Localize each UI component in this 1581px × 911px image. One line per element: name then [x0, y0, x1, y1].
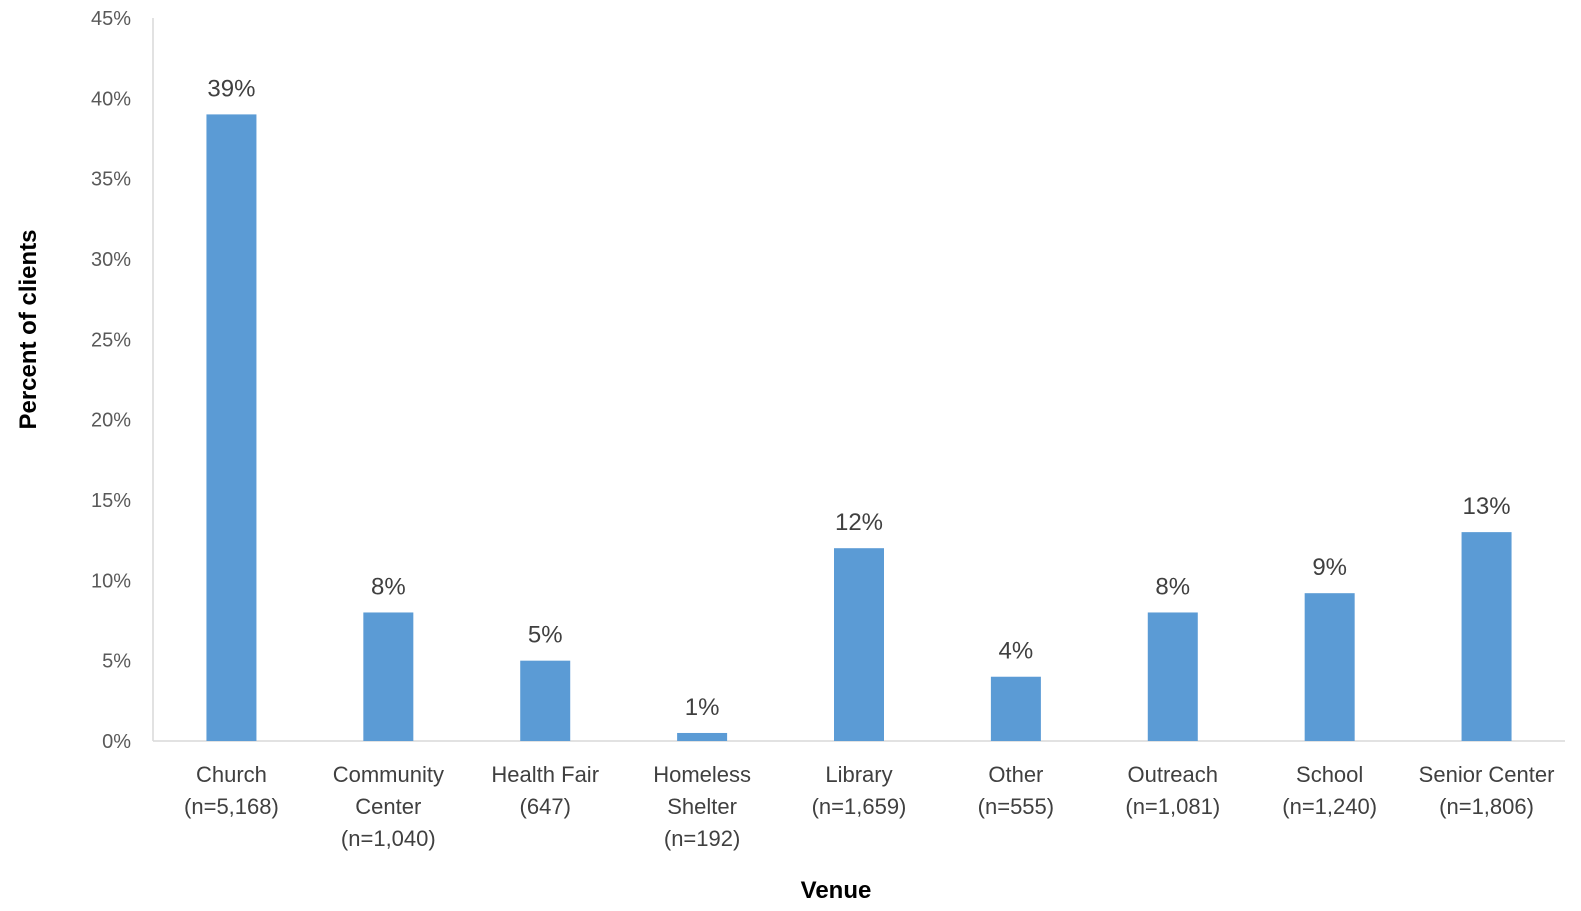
x-tick-label-line: (647)	[520, 794, 571, 819]
data-label: 8%	[371, 573, 406, 600]
x-tick-label-line: (n=5,168)	[184, 794, 279, 819]
y-tick-label: 45%	[91, 8, 131, 30]
x-tick-label: Homeless Shelter (n=192)	[653, 762, 751, 851]
bar	[677, 732, 728, 741]
y-tick-label: 40%	[91, 88, 131, 110]
data-label: 4%	[999, 638, 1034, 665]
bar	[1147, 612, 1198, 741]
y-tick-label: 35%	[91, 169, 131, 191]
bars-group	[206, 114, 1512, 741]
bar	[363, 612, 414, 741]
x-tick-label: School (n=1,240)	[1282, 762, 1377, 819]
bar	[206, 114, 257, 741]
x-tick-label-line: Outreach	[1128, 762, 1219, 787]
x-tick-label-line: Health Fair	[491, 762, 599, 787]
x-tick-label-line: Center	[355, 794, 421, 819]
bar	[520, 660, 571, 741]
x-tick-label-line: Homeless	[653, 762, 751, 787]
bar	[1304, 593, 1355, 741]
bar	[1461, 532, 1512, 741]
data-label: 9%	[1312, 554, 1347, 581]
y-tick-label: 30%	[91, 249, 131, 271]
data-label: 13%	[1463, 493, 1511, 520]
x-tick-label-line: (n=1,081)	[1125, 794, 1220, 819]
x-tick-label-line: School	[1296, 762, 1363, 787]
category-labels-group: Church (n=5,168) Community Center (n=1,040) H…	[184, 762, 1554, 851]
data-label: 8%	[1155, 573, 1190, 600]
y-tick-label: 10%	[91, 570, 131, 592]
x-axis-title: Venue	[801, 877, 872, 904]
data-label: 12%	[835, 509, 883, 536]
data-label: 1%	[685, 694, 720, 721]
x-tick-label-line: Senior Center	[1419, 762, 1555, 787]
data-label: 5%	[528, 622, 563, 649]
x-tick-label-line: Community	[333, 762, 444, 787]
y-tick-label: 5%	[102, 651, 131, 673]
x-tick-label-line: Library	[825, 762, 892, 787]
x-tick-label-line: (n=1,240)	[1282, 794, 1377, 819]
x-tick-label-line: (n=1,806)	[1439, 794, 1534, 819]
x-tick-label-line: (n=1,659)	[812, 794, 907, 819]
x-tick-label: Library (n=1,659)	[812, 762, 907, 819]
x-tick-label-line: Church	[196, 762, 267, 787]
data-labels-group: 39% 8% 5% 1% 12% 4% 8% 9% 13%	[207, 75, 1510, 721]
x-tick-label: Outreach (n=1,081)	[1125, 762, 1220, 819]
x-tick-label: Church (n=5,168)	[184, 762, 279, 819]
x-tick-label: Community Center (n=1,040)	[333, 762, 444, 851]
x-tick-label-line: (n=192)	[664, 826, 740, 851]
x-tick-label: Senior Center (n=1,806)	[1419, 762, 1555, 819]
x-tick-label: Health Fair (647)	[491, 762, 599, 819]
y-tick-label: 25%	[91, 329, 131, 351]
y-tick-label: 20%	[91, 410, 131, 432]
data-label: 39%	[207, 75, 255, 102]
bar	[834, 548, 884, 741]
y-tick-label: 0%	[102, 731, 131, 753]
y-axis-title: Percent of clients	[15, 229, 42, 429]
y-tick-label: 15%	[91, 490, 131, 512]
x-tick-label-line: (n=1,040)	[341, 826, 436, 851]
x-tick-label-line: Other	[988, 762, 1043, 787]
x-tick-label-line: (n=555)	[978, 794, 1054, 819]
x-tick-label: Other (n=555)	[978, 762, 1054, 819]
y-axis-ticks: 0% 5% 10% 15% 20% 25% 30% 35% 40% 45%	[91, 8, 131, 753]
x-tick-label-line: Shelter	[667, 794, 737, 819]
bar	[990, 676, 1041, 741]
